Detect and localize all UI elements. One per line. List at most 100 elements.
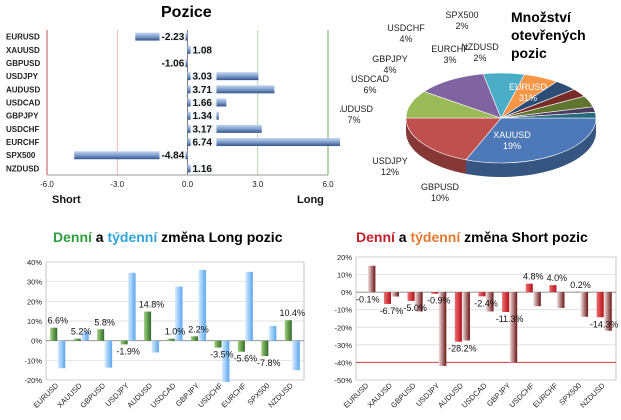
daily-value-label: -11.3% — [496, 314, 524, 324]
daily-bar — [502, 292, 510, 312]
long-title-rest: změna Long pozic — [157, 229, 283, 245]
weekly-bar — [245, 271, 253, 341]
pie-title: Množství otevřených pozic — [511, 8, 586, 62]
weekly-bar — [292, 340, 300, 371]
weekly-bar — [81, 331, 89, 341]
y-tick-label: 30% — [27, 278, 42, 287]
value-label: 1.16 — [193, 164, 213, 175]
daily-value-label: -6.7% — [380, 306, 404, 316]
weekly-bar — [367, 265, 376, 293]
x-tick-label: 6.0 — [322, 180, 334, 189]
y-tick-label: 20% — [337, 253, 352, 262]
weekly-bar — [128, 272, 136, 341]
pie-value-label: 4% — [399, 34, 412, 44]
positions-chart: EURUSD -2.23 XAUUSD 1.08 GBPUSD -1.06 USDJPY 3.… — [6, 30, 340, 206]
pie-value-label: 12% — [381, 167, 399, 177]
value-label-bg — [159, 31, 186, 43]
pie-category-label: EURUSD — [509, 82, 548, 92]
value-label-bg — [190, 83, 217, 95]
category-label: USDCAD — [460, 381, 489, 410]
value-label: 3.71 — [193, 85, 213, 96]
daily-bar — [525, 283, 533, 293]
value-label: 1.66 — [193, 98, 213, 109]
daily-value-label: 10.4% — [280, 308, 306, 318]
daily-bar — [144, 311, 152, 341]
pie-slice — [423, 73, 502, 119]
pie-category-label: NZDUSD — [461, 42, 499, 52]
weekly-bar — [580, 292, 589, 317]
daily-value-label: -28.2% — [448, 344, 477, 354]
category-label: NZDUSD — [6, 164, 40, 173]
positions-panel: Pozice EURUSD -2.23 XAUUSD 1.08 GBPUSD -1.06 U… — [0, 0, 340, 210]
category-label: AUDUSD — [6, 85, 40, 94]
y-tick-label: 20% — [27, 297, 42, 306]
value-label-bg — [190, 110, 217, 122]
short-title-and: a — [394, 229, 411, 245]
daily-bar — [284, 320, 292, 341]
daily-value-label: 0.2% — [570, 280, 591, 290]
daily-value-label: -2.4% — [474, 298, 498, 308]
pie-value-label: 4% — [383, 65, 396, 75]
daily-value-label: -14.3% — [590, 319, 619, 329]
daily-value-label: 14.8% — [139, 300, 165, 310]
daily-value-label: -1.9% — [116, 346, 140, 356]
daily-bar — [120, 340, 128, 345]
pie-value-label: 2% — [455, 21, 468, 31]
pie-title-line-3: pozic — [511, 45, 547, 61]
value-label: 1.08 — [193, 45, 213, 56]
plot-area — [355, 256, 617, 381]
long-change-title: Denní a týdenní změna Long pozic — [53, 229, 282, 245]
daily-bar — [549, 285, 557, 293]
weekly-bar — [486, 292, 494, 312]
value-label: 3.17 — [193, 124, 213, 135]
daily-value-label: -5.6% — [234, 354, 258, 364]
pie-title-line-1: Množství — [511, 9, 571, 25]
value-label-bg — [190, 136, 217, 148]
pie-slice — [465, 117, 597, 164]
y-tick-label: -50% — [334, 376, 352, 385]
weekly-bar — [175, 286, 183, 341]
value-label-bg — [159, 57, 186, 69]
daily-bar — [261, 340, 269, 357]
pie-value-label: 31% — [519, 93, 537, 103]
value-label-bg — [190, 97, 217, 108]
weekly-bar — [221, 340, 230, 382]
daily-value-label: 1.0% — [165, 327, 186, 337]
x-tick-label: -6.0 — [40, 180, 54, 189]
daily-bar — [50, 327, 58, 341]
bar — [187, 138, 340, 147]
weekly-bar — [268, 325, 277, 341]
y-tick-label: -10% — [334, 306, 352, 315]
pie-value-label: 7% — [347, 115, 360, 125]
weekly-bar — [391, 292, 400, 297]
pie-slice — [405, 117, 502, 161]
y-tick-label: -20% — [24, 376, 42, 385]
bar — [187, 85, 275, 94]
category-label: USDJPY — [6, 72, 39, 81]
pie-category-label: XAUUSD — [493, 130, 531, 140]
weekly-bar — [604, 292, 612, 331]
y-tick-label: -30% — [334, 341, 352, 350]
daily-bar — [190, 336, 198, 341]
pie-title-line-2: otevřených — [511, 27, 586, 43]
value-label-bg — [190, 162, 217, 174]
category-label: EURCHF — [531, 381, 560, 410]
daily-bar — [73, 338, 81, 341]
daily-value-label: 5.2% — [71, 327, 92, 337]
bar — [74, 151, 188, 160]
pie-category-label: USDCHF — [387, 23, 425, 33]
value-label: -2.23 — [162, 32, 185, 43]
value-label-bg — [190, 123, 217, 135]
y-tick-label: 10% — [27, 317, 42, 326]
pie-category-label: USDCAD — [351, 74, 390, 84]
pie-category-label: USDJPY — [372, 156, 408, 166]
category-label: USDCAD — [149, 381, 178, 410]
pie-category-label: GBPUSD — [421, 182, 460, 192]
value-label: 1.34 — [193, 111, 213, 122]
daily-value-label: 4.0% — [547, 273, 568, 283]
daily-bar — [167, 338, 175, 341]
short-title-daily: Denní — [356, 229, 395, 245]
long-change-chart: -20%-10%0%10%20%30%40%6.6%EURUSD5.2%XAUU… — [24, 258, 306, 410]
